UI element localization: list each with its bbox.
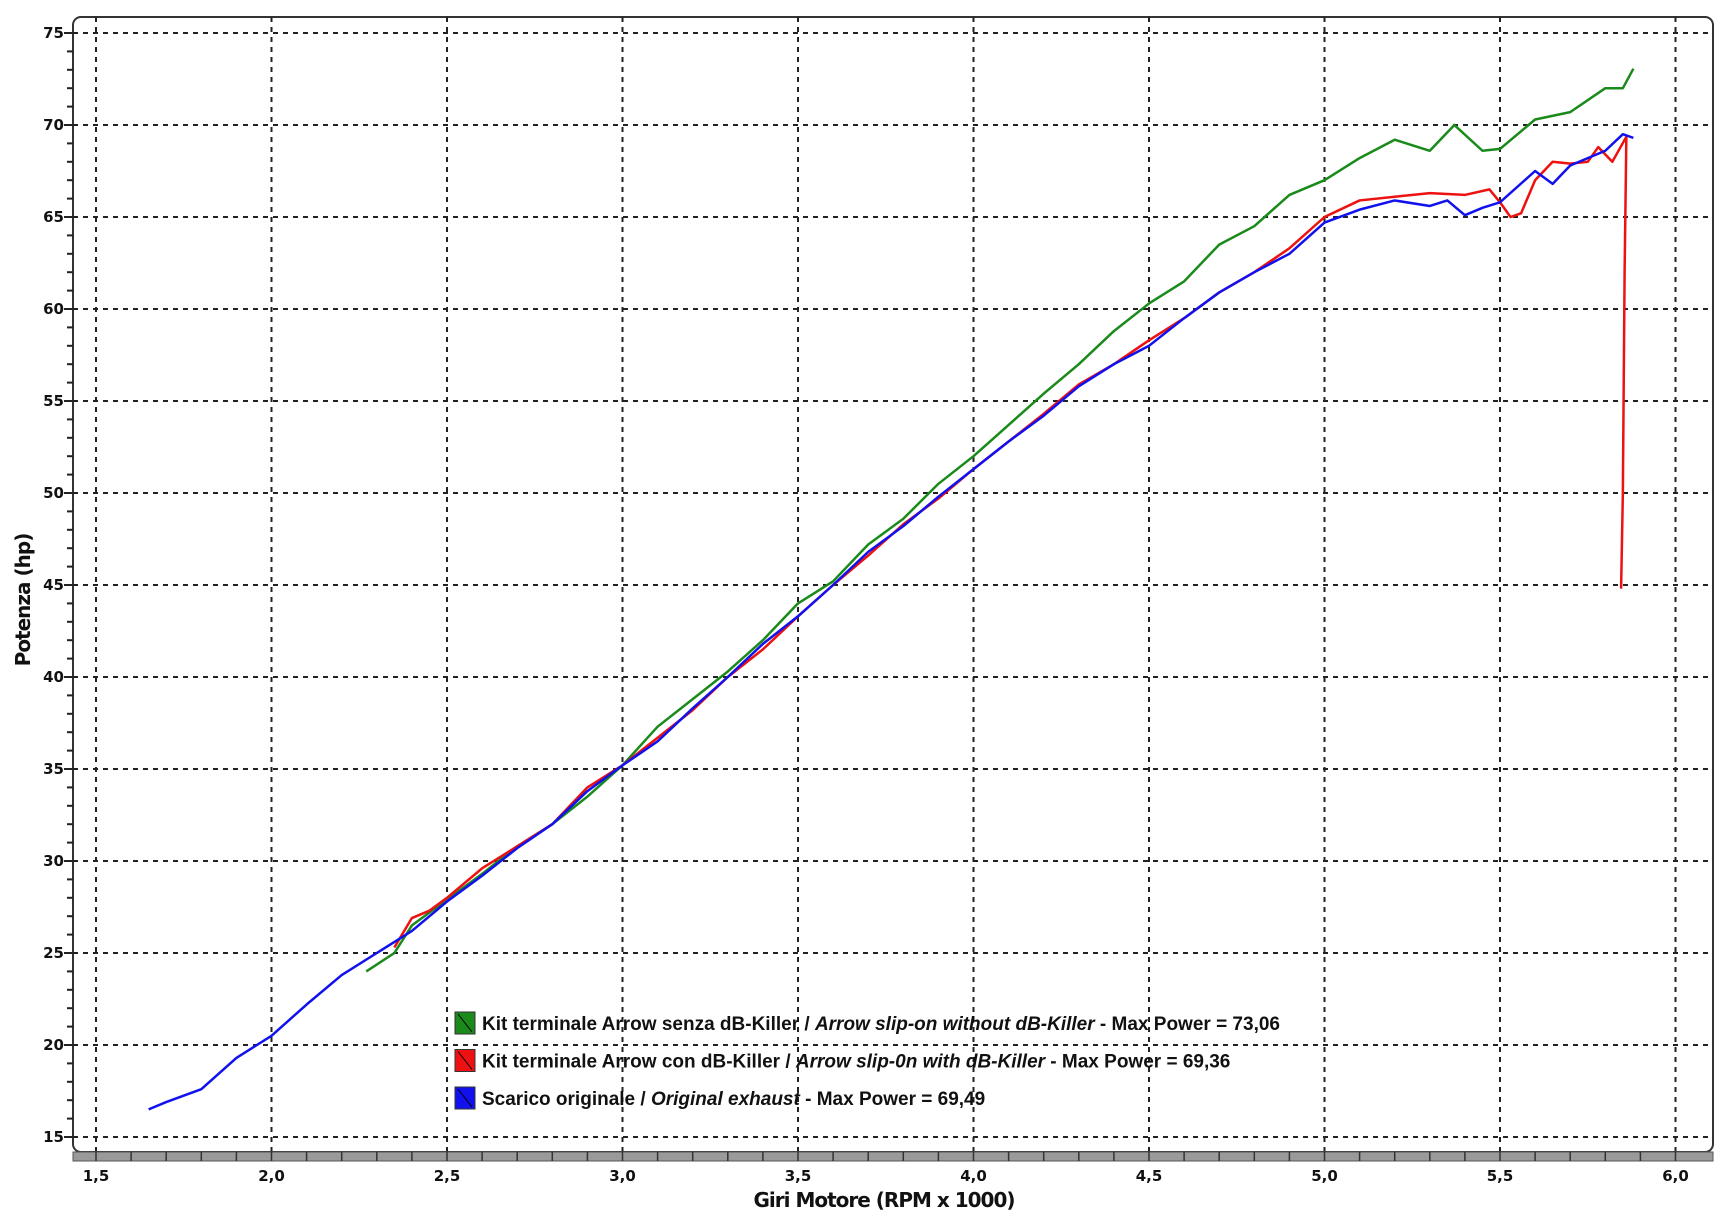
y-tick-label: 70 <box>43 116 64 134</box>
x-tick-label: 4,5 <box>1136 1167 1163 1185</box>
x-tick-label: 3,0 <box>609 1167 636 1185</box>
y-tick-label: 20 <box>43 1036 64 1054</box>
legend-swatch-mark <box>457 1088 473 1108</box>
x-tick-label: 1,5 <box>83 1167 110 1185</box>
y-tick-label: 40 <box>43 668 64 686</box>
legend-entry-green: Kit terminale Arrow senza dB-Killer / Ar… <box>482 1014 1280 1035</box>
x-tick-label: 5,0 <box>1311 1167 1338 1185</box>
y-tick-label: 15 <box>43 1128 64 1146</box>
legend-text-part: - Max Power = 69,49 <box>800 1089 985 1110</box>
y-tick-label: 30 <box>43 852 64 870</box>
legend-text-part: Original exhaust <box>651 1089 801 1110</box>
legend-entry-blue: Scarico originale / Original exhaust - M… <box>482 1089 985 1110</box>
y-axis-label: Potenza (hp) <box>11 534 35 667</box>
x-axis-bar <box>72 1151 1714 1162</box>
y-tick-label: 60 <box>43 300 64 318</box>
y-tick-label: 25 <box>43 944 64 962</box>
legend-swatch-mark <box>457 1013 473 1033</box>
x-tick-label: 2,5 <box>434 1167 461 1185</box>
legend: Kit terminale Arrow senza dB-Killer / Ar… <box>454 1011 1280 1110</box>
x-tick-label: 5,5 <box>1487 1167 1514 1185</box>
y-tick-label: 35 <box>43 760 64 778</box>
series-line-blue <box>148 132 1634 1111</box>
y-tick-label: 75 <box>43 24 64 42</box>
legend-text-part: Kit terminale Arrow senza dB-Killer / <box>482 1014 815 1035</box>
legend-entry-red: Kit terminale Arrow con dB-Killer / Arro… <box>482 1052 1230 1073</box>
y-tick-label: 55 <box>43 392 64 410</box>
y-tick-label: 50 <box>43 484 64 502</box>
legend-text-part: Arrow slip-on without dB-Killer <box>814 1014 1096 1035</box>
x-axis-label: Giri Motore (RPM x 1000) <box>753 1188 1014 1212</box>
legend-text-part: Kit terminale Arrow con dB-Killer / <box>482 1052 796 1073</box>
y-tick-label: 45 <box>43 576 64 594</box>
ticks: 15 20 25 30 35 40 45 50 55 60 65 70 75 1,5 2,0 2,5 3,0 3,… <box>43 24 1689 1185</box>
x-tick-label: 4,0 <box>960 1167 987 1185</box>
x-tick-label: 6,0 <box>1662 1167 1689 1185</box>
legend-text-part: Arrow slip-0n with dB-Killer <box>795 1052 1047 1073</box>
legend-text-part: - Max Power = 69,36 <box>1045 1052 1230 1073</box>
legend-swatch-mark <box>457 1051 473 1070</box>
x-tick-label: 3,5 <box>785 1167 812 1185</box>
y-tick-label: 65 <box>43 208 64 226</box>
series-lines <box>148 68 1635 1111</box>
legend-text-part: - Max Power = 73,06 <box>1095 1014 1280 1035</box>
legend-text-part: Scarico originale / <box>482 1089 651 1110</box>
grid <box>73 17 1713 1152</box>
series-line-green <box>365 68 1635 973</box>
x-tick-label: 2,0 <box>258 1167 285 1185</box>
